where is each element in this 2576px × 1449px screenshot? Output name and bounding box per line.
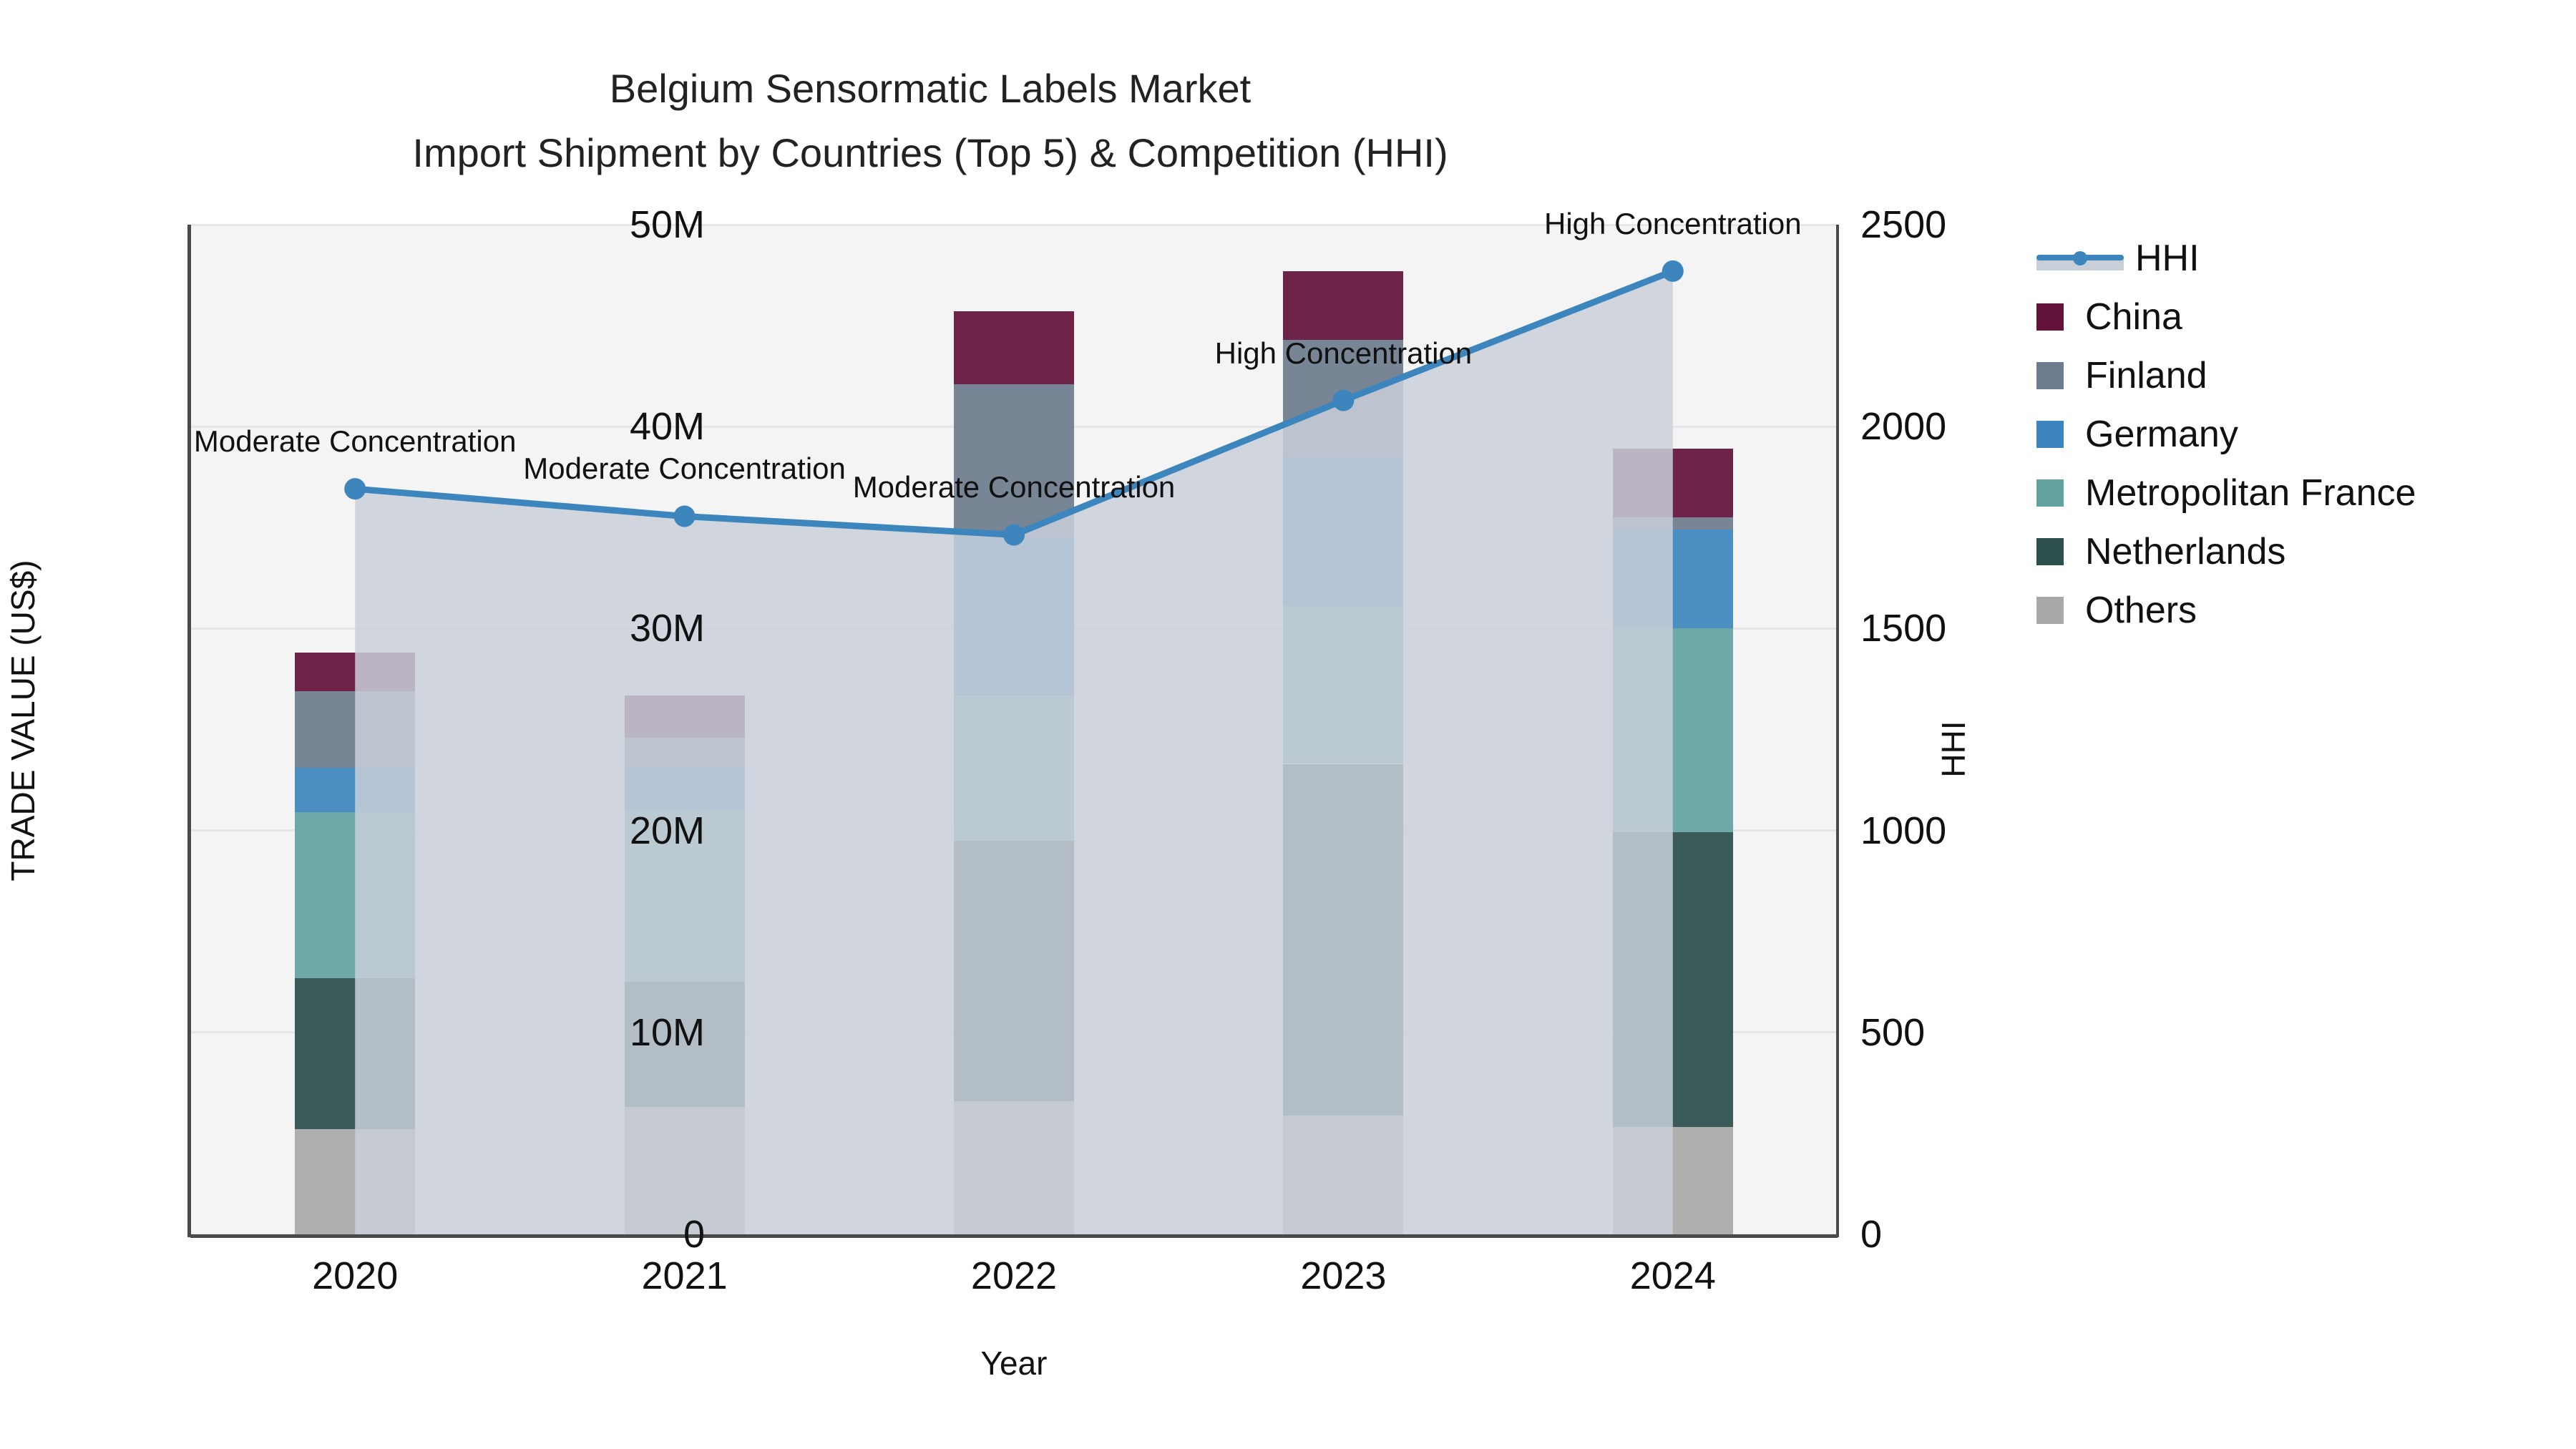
- x-axis-title: Year: [980, 1345, 1048, 1382]
- hhi-marker[interactable]: [1003, 524, 1025, 546]
- x-axis-tick-label: 2024: [1629, 1254, 1716, 1297]
- legend-item[interactable]: Metropolitan France: [2036, 464, 2566, 522]
- bar-segment[interactable]: [1283, 270, 1404, 340]
- legend-item-label: Netherlands: [2085, 531, 2286, 572]
- legend-item-label: Others: [2085, 590, 2197, 631]
- legend-item-label: HHI: [2135, 238, 2200, 279]
- y2-axis-tick-label: 500: [1860, 1010, 1926, 1054]
- legend-swatch-icon: [2036, 479, 2064, 507]
- hhi-annotation: Moderate Concentration: [193, 424, 517, 459]
- y-axis-tick-label: 10M: [629, 1010, 705, 1054]
- hhi-marker[interactable]: [344, 478, 366, 500]
- legend-swatch-icon: [2036, 597, 2064, 624]
- legend-line-marker-icon: [2036, 245, 2124, 272]
- hhi-marker[interactable]: [1662, 260, 1684, 282]
- legend-item[interactable]: Netherlands: [2036, 522, 2566, 581]
- y-axis-spine: [187, 225, 191, 1237]
- legend-item-label: Finland: [2085, 355, 2207, 396]
- x-axis-tick-label: 2021: [641, 1254, 728, 1297]
- chart-subtitle: Import Shipment by Countries (Top 5) & C…: [412, 130, 1448, 175]
- hhi-annotation: High Concentration: [1214, 336, 1473, 370]
- legend-swatch-icon: [2036, 362, 2064, 389]
- legend-item-label: Metropolitan France: [2085, 472, 2416, 514]
- y2-axis-title: HHI: [1935, 721, 1972, 778]
- chart-title: Belgium Sensormatic Labels Market: [609, 66, 1252, 111]
- legend-item-label: Germany: [2085, 414, 2238, 455]
- x-axis-spine: [190, 1234, 1838, 1238]
- y2-axis-tick-label: 2500: [1860, 203, 1947, 246]
- hhi-marker[interactable]: [1332, 389, 1355, 411]
- x-axis-tick-label: 2020: [312, 1254, 399, 1297]
- legend-item[interactable]: Finland: [2036, 346, 2566, 405]
- hhi-marker[interactable]: [673, 505, 696, 527]
- legend-item[interactable]: HHI: [2036, 229, 2566, 288]
- legend-item[interactable]: China: [2036, 288, 2566, 346]
- hhi-series: [344, 260, 1684, 1234]
- y-axis-tick-label: 50M: [629, 203, 705, 246]
- y2-axis-tick-label: 1000: [1860, 809, 1947, 852]
- x-axis-tick-label: 2023: [1300, 1254, 1387, 1297]
- hhi-annotation: Moderate Concentration: [852, 470, 1176, 504]
- legend-item-label: China: [2085, 296, 2182, 338]
- bar-segment[interactable]: [954, 384, 1074, 538]
- y2-axis-tick-label: 1500: [1860, 607, 1947, 650]
- hhi-annotation: Moderate Concentration: [523, 452, 846, 486]
- bar-segment[interactable]: [954, 311, 1074, 384]
- legend-swatch-icon: [2036, 538, 2064, 565]
- y-axis-tick-label: 0: [683, 1213, 705, 1256]
- y-axis-title: TRADE VALUE (US$): [4, 560, 42, 882]
- hhi-area-fill: [355, 270, 1673, 1234]
- chart-legend: HHI China Finland Germany Metropolitan Franc…: [2036, 229, 2566, 640]
- y-axis-tick-label: 20M: [629, 809, 705, 852]
- legend-swatch-icon: [2036, 421, 2064, 448]
- legend-swatch-icon: [2036, 303, 2064, 331]
- y2-axis-tick-label: 0: [1860, 1213, 1883, 1256]
- y-axis-tick-label: 30M: [629, 607, 705, 650]
- hhi-annotation: High Concentration: [1544, 206, 1802, 240]
- legend-item[interactable]: Others: [2036, 581, 2566, 640]
- y2-axis-spine: [1836, 225, 1839, 1237]
- x-axis-tick-label: 2022: [970, 1254, 1058, 1297]
- y2-axis-tick-label: 2000: [1860, 405, 1947, 449]
- gridline: [190, 223, 1838, 226]
- y-axis-tick-label: 40M: [629, 405, 705, 449]
- legend-item[interactable]: Germany: [2036, 405, 2566, 464]
